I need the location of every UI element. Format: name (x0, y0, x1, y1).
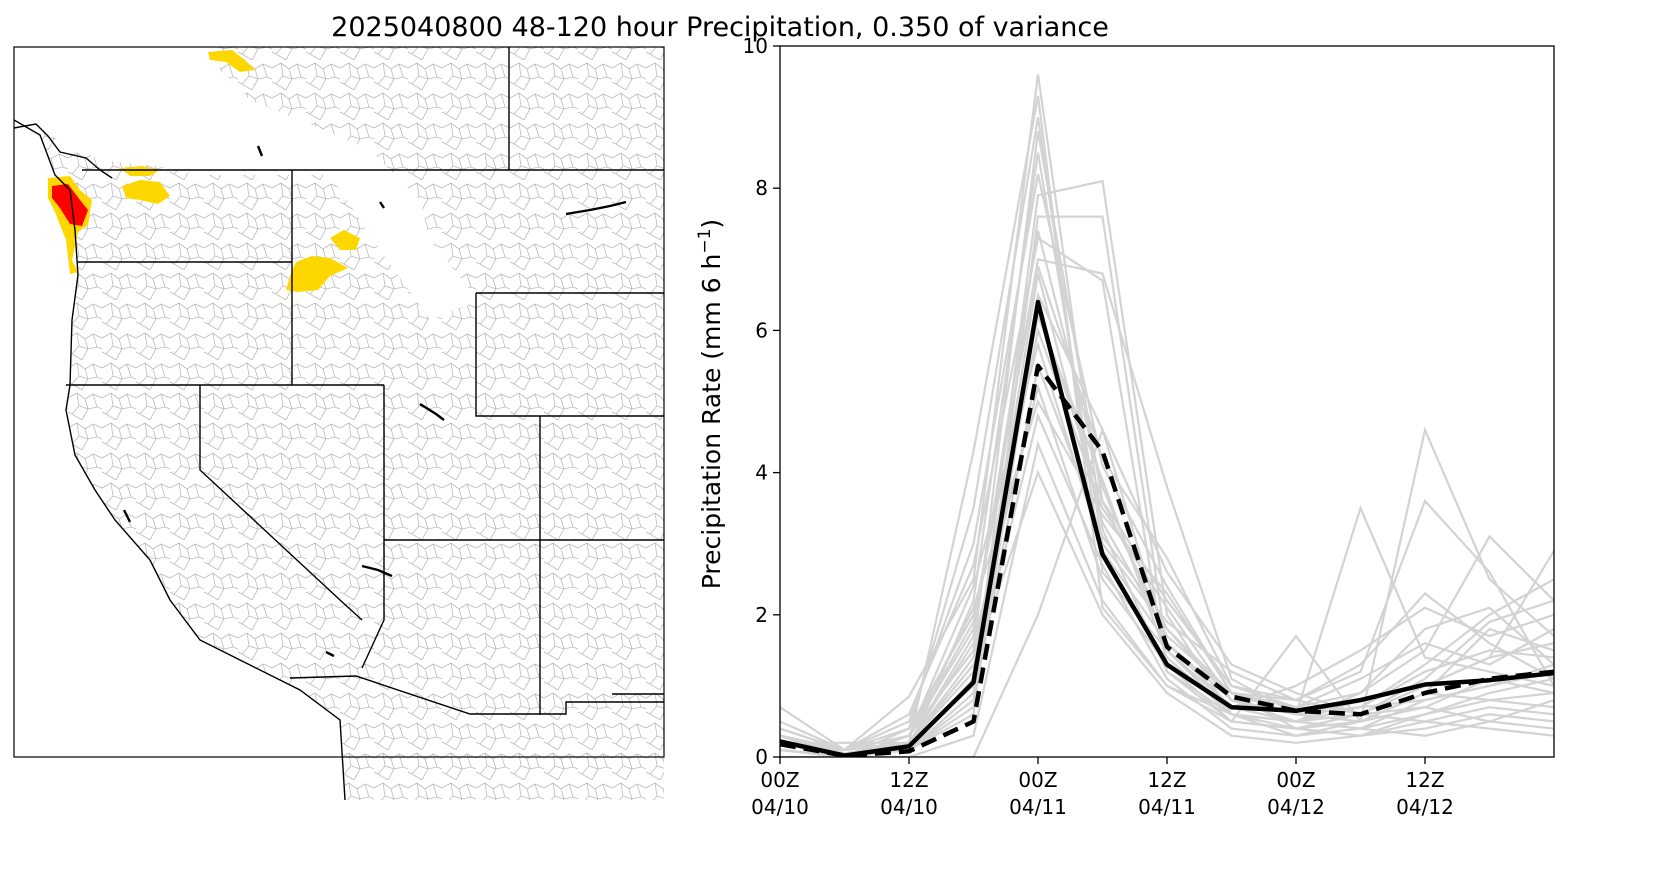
y-tick-label: 8 (755, 176, 768, 200)
y-ticks: 0 2 4 6 8 10 (743, 34, 780, 769)
y-tick-label: 4 (755, 461, 768, 485)
lake-great-salt (419, 402, 445, 421)
coastline (13, 119, 346, 801)
x-tick-label-date: 04/11 (1009, 795, 1067, 819)
x-tick-label-date: 04/12 (1396, 795, 1454, 819)
figure-title: 2025040800 48-120 hour Precipitation, 0.… (331, 12, 1109, 43)
border-wy (475, 292, 664, 417)
map-highlights (48, 50, 360, 292)
highlight-idaho-north (330, 230, 360, 250)
y-tick-label: 2 (755, 603, 768, 627)
x-tick-label-time: 12Z (1147, 768, 1186, 792)
highlight-olympic-red (52, 184, 88, 226)
x-tick-label-time: 00Z (760, 768, 799, 792)
y-axis-label-exponent: −1 (695, 229, 715, 254)
highlight-cascades (122, 180, 170, 204)
ensemble-member-line-24 (780, 266, 1554, 752)
ensemble-member-line-20 (780, 440, 1554, 757)
map-borders (13, 47, 664, 801)
x-tick-label-time: 12Z (1405, 768, 1444, 792)
y-tick-label: 10 (743, 34, 768, 58)
solid-series-line (780, 299, 1554, 757)
lake-idaho (379, 201, 385, 209)
y-axis-label-suffix: ) (697, 219, 726, 229)
highlight-idaho-central (286, 256, 348, 292)
x-tick-label-date: 04/12 (1267, 795, 1325, 819)
border-nv-ut (361, 385, 385, 669)
lake-mead (361, 564, 393, 578)
map-lakes (122, 145, 627, 658)
ensemble-member-line-6 (780, 173, 1554, 752)
ensemble-member-line-25 (780, 308, 1554, 757)
border-ca-nv (199, 385, 363, 621)
lake-tahoe (122, 509, 132, 523)
x-tick-label-date: 04/11 (1138, 795, 1196, 819)
x-tick-label-time: 00Z (1018, 768, 1057, 792)
ensemble-lines (780, 74, 1554, 757)
x-tick-label-date: 04/10 (751, 795, 809, 819)
highlight-cascades-north (120, 166, 160, 176)
ensemble-member-line-9 (780, 236, 1554, 752)
ensemble-member-line-12 (780, 291, 1554, 757)
lake-montana (565, 200, 627, 216)
map-frame (13, 46, 665, 758)
lake-salton (325, 650, 335, 658)
ensemble-member-line-13 (780, 312, 1554, 752)
x-tick-label-date: 04/10 (880, 795, 938, 819)
highlight-bc-north (208, 50, 255, 72)
mean-lines (780, 299, 1554, 757)
x-tick-label-time: 12Z (889, 768, 928, 792)
y-tick-label: 0 (755, 745, 768, 769)
y-tick-label: 6 (755, 318, 768, 342)
y-axis-label: Precipitation Rate (mm 6 h−1) (695, 219, 726, 589)
dashed-series-line (780, 363, 1554, 757)
x-tick-label-time: 00Z (1276, 768, 1315, 792)
border-mexico (289, 675, 664, 715)
lake-north (256, 145, 264, 157)
x-ticks: 00Z 04/10 12Z 04/10 00Z 04/11 12Z 04/11 00Z 04/12… (751, 757, 1454, 819)
